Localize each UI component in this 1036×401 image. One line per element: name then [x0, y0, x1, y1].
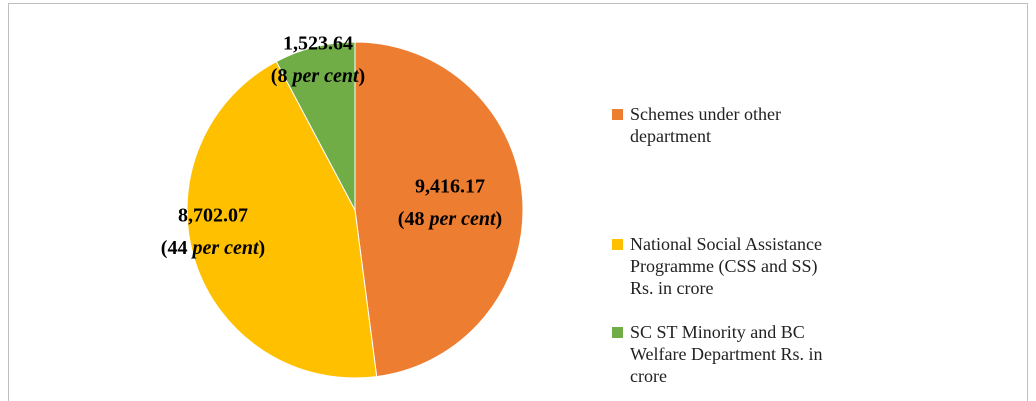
legend-swatch [612, 239, 623, 250]
value-label: 9,416.17 [415, 176, 485, 198]
pie-slice [186, 60, 378, 379]
legend-item: Schemes under other department [612, 103, 827, 147]
pie-slice [275, 41, 356, 211]
chart-border [8, 3, 1028, 401]
value-label: 8,702.07 [178, 205, 248, 227]
percent-label: (44 per cent) [161, 237, 265, 259]
percent-label: (8 per cent) [271, 65, 365, 87]
legend-swatch [612, 109, 623, 120]
pie-slice [354, 41, 524, 378]
value-label: 1,523.64 [283, 33, 353, 55]
percent-label: (48 per cent) [398, 208, 502, 230]
legend-item: SC ST Minority and BC Welfare Department… [612, 321, 827, 387]
legend-label: Schemes under other department [630, 104, 781, 146]
legend-swatch [612, 327, 623, 338]
legend-item: National Social Assistance Programme (CS… [612, 233, 827, 299]
legend-label: SC ST Minority and BC Welfare Department… [630, 322, 823, 386]
legend-label: National Social Assistance Programme (CS… [630, 234, 822, 298]
